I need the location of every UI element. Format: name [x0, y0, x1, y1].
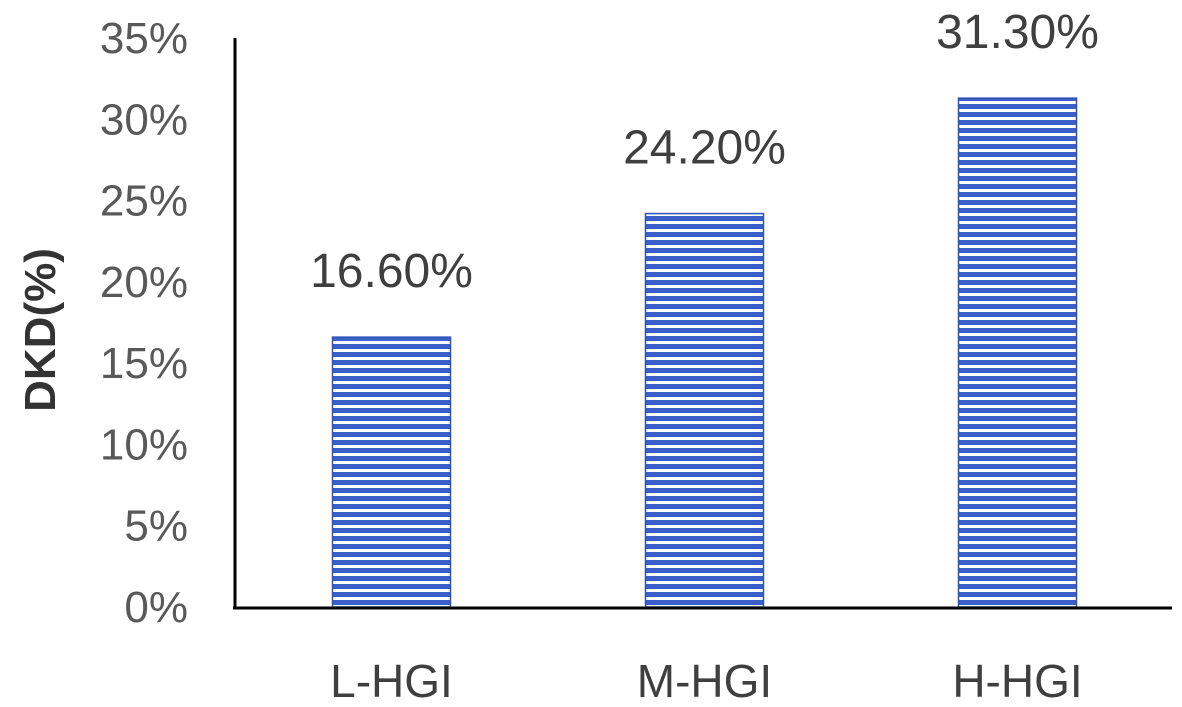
y-tick-label: 15% [100, 339, 188, 388]
y-tick-label: 5% [124, 502, 188, 551]
x-tick-label-m-hgi: M-HGI [637, 655, 772, 707]
y-tick-label: 25% [100, 177, 188, 226]
data-label-m-hgi: 24.20% [623, 122, 786, 175]
data-label-h-hgi: 31.30% [936, 6, 1099, 59]
bars [331, 97, 1078, 608]
y-tick-label: 35% [100, 14, 188, 63]
bar-m-hgi [644, 212, 765, 608]
y-axis-title: DKD(%) [16, 248, 65, 412]
data-label-l-hgi: 16.60% [310, 245, 473, 298]
x-axis-category-labels: L-HGI M-HGI H-HGI [330, 655, 1083, 707]
data-labels: 16.60% 24.20% 31.30% [310, 6, 1099, 298]
bar-l-hgi [331, 336, 452, 608]
y-tick-label: 20% [100, 258, 188, 307]
bar-h-hgi [957, 97, 1078, 608]
x-tick-label-l-hgi: L-HGI [330, 655, 453, 707]
x-tick-label-h-hgi: H-HGI [952, 655, 1082, 707]
y-tick-label: 30% [100, 95, 188, 144]
y-axis-tick-labels: 0% 5% 10% 15% 20% 25% 30% 35% [100, 14, 188, 632]
y-tick-label: 0% [124, 583, 188, 632]
y-tick-label: 10% [100, 420, 188, 469]
